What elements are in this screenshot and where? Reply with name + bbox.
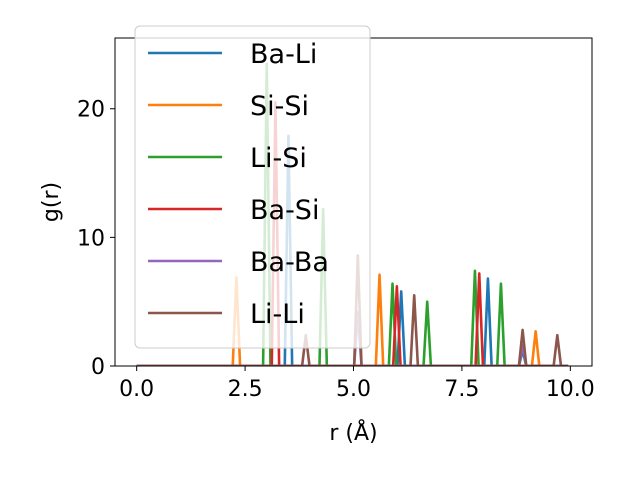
x-axis-label: r (Å) — [329, 419, 377, 446]
legend: Ba-Li Si-Si Li-Si Ba-Si Ba-Ba Li-Li — [134, 25, 371, 349]
y-tick-label: 10 — [77, 226, 105, 251]
x-tick-label: 5.0 — [336, 377, 371, 402]
y-axis-label: g(r) — [39, 182, 64, 222]
x-tick-label: 10.0 — [546, 377, 595, 402]
y-tick-label: 20 — [77, 98, 105, 123]
legend-label: Ba-Li — [250, 39, 317, 70]
legend-label: Li-Li — [250, 299, 305, 330]
legend-label: Ba-Si — [250, 195, 319, 226]
legend-label: Ba-Ba — [250, 247, 329, 278]
x-tick-label: 7.5 — [444, 377, 479, 402]
series-line-li-li — [136, 254, 569, 366]
x-tick-label: 0.0 — [119, 377, 154, 402]
legend-label: Si-Si — [250, 91, 309, 122]
legend-label: Li-Si — [250, 143, 307, 174]
x-tick-label: 2.5 — [228, 377, 263, 402]
legend-box — [134, 25, 371, 349]
y-tick-label: 0 — [91, 355, 105, 380]
